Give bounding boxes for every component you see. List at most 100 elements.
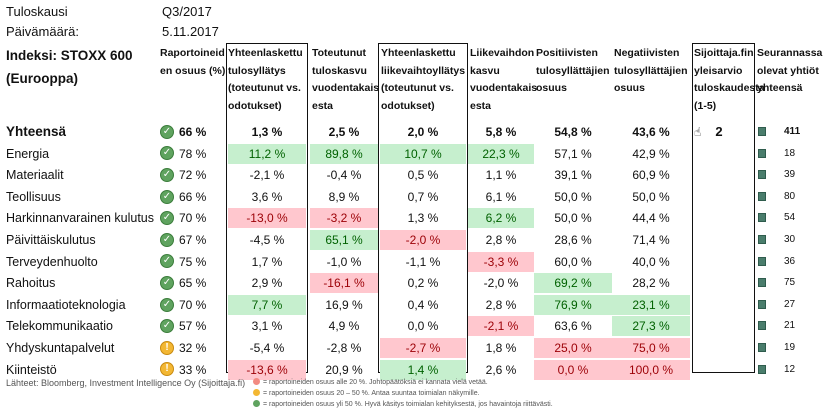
- rev-growth-cell: 2,6 %: [485, 362, 517, 377]
- eps-growth-cell: -0,4 %: [326, 168, 362, 183]
- eps-surprise-cell: 2,9 %: [251, 276, 283, 291]
- warning-icon: !: [160, 340, 174, 355]
- eps-surprise-cell: -2,1 %: [249, 168, 285, 183]
- followed-count: 54: [784, 212, 796, 224]
- period-value: Q3/2017: [162, 4, 212, 19]
- sector-label: Informaatioteknologia: [6, 297, 126, 312]
- table-row: Rahoitus ✓ 65 % 2,9 % -16,1 % 0,2 % -2,0 % 69,2…: [0, 273, 827, 294]
- reported-share: 33 %: [179, 362, 207, 377]
- eps-growth-cell: 20,9 %: [325, 362, 363, 377]
- positive-cell: 57,1 %: [554, 146, 592, 161]
- rev-growth-cell: 5,8 %: [485, 125, 517, 139]
- reported-share: 57 %: [179, 319, 207, 334]
- rev-surprise-cell: 0,4 %: [407, 297, 439, 312]
- period-line: Tuloskausi Q3/2017: [6, 4, 212, 19]
- eps-growth-cell: 2,5 %: [328, 125, 360, 139]
- header-eps-surprise: Yhteenlaskettu tulosyllätys (toteutunut …: [228, 47, 303, 112]
- company-square-icon: [758, 278, 766, 288]
- followed-count: 75: [784, 277, 796, 289]
- overall-rating: ☝ 2: [694, 122, 723, 142]
- status-indicator: ✓: [160, 252, 177, 272]
- total-row: Yhteensä ✓ 66 % 1,3 % 2,5 % 2,0 % 5,8 % 54,8 % 4…: [0, 122, 827, 143]
- positive-cell: 54,8 %: [554, 125, 592, 139]
- header-rev-surprise: Yhteenlaskettu liikevaihtoyllätys (toteu…: [381, 47, 466, 112]
- sector-label: Materiaalit: [6, 168, 64, 183]
- followed-count: 39: [784, 169, 796, 181]
- company-square-icon: [758, 321, 766, 331]
- reported-share: 70 %: [179, 211, 207, 226]
- source-note: Lähteet: Bloomberg, Investment Intellige…: [6, 378, 246, 388]
- status-indicator: !: [160, 360, 177, 380]
- positive-cell: 50,0 %: [554, 189, 592, 204]
- positive-cell: 63,6 %: [554, 319, 592, 334]
- negative-cell: 28,2 %: [632, 276, 670, 291]
- eps-growth-cell: 4,9 %: [328, 319, 360, 334]
- date-line: Päivämäärä: 5.11.2017: [6, 24, 219, 39]
- check-icon: ✓: [160, 319, 174, 334]
- positive-cell: 60,0 %: [554, 254, 592, 269]
- green-dot-icon: [253, 400, 260, 407]
- check-icon: ✓: [160, 146, 174, 161]
- eps-growth-cell: 65,1 %: [310, 230, 378, 250]
- rev-surprise-cell: -2,0 %: [380, 230, 466, 250]
- check-icon: ✓: [160, 276, 174, 291]
- company-square-icon: [758, 170, 766, 180]
- followed-count: 12: [784, 363, 796, 375]
- eps-surprise-cell: -13,0 %: [228, 208, 306, 229]
- sector-label: Rahoitus: [6, 276, 56, 291]
- sector-label: Päivittäiskulutus: [6, 233, 96, 247]
- negative-cell: 27,3 %: [612, 316, 690, 337]
- rev-surprise-cell: 2,0 %: [407, 125, 439, 139]
- status-indicator: ✓: [160, 230, 177, 250]
- rev-growth-cell: -3,3 %: [468, 251, 534, 272]
- header-negative: Negatiivisten tulosyllättäjien osuus: [614, 47, 688, 94]
- table-row: Päivittäiskulutus ✓ 67 % -4,5 % 65,1 % -2,0 %…: [0, 230, 827, 251]
- header-eps-growth: Toteutunut tuloskasvu vuodentakais esta: [312, 47, 380, 112]
- reported-share: 66 %: [179, 125, 207, 139]
- company-square-icon: [758, 364, 766, 374]
- followed-count: 411: [784, 126, 801, 137]
- legend-ok-red: = raportoineiden osuus alle 20 %. Johtop…: [253, 378, 488, 388]
- status-indicator: ✓: [160, 144, 177, 164]
- negative-cell: 50,0 %: [632, 189, 670, 204]
- company-square-icon: [758, 127, 766, 136]
- date-label: Päivämäärä:: [6, 24, 79, 39]
- check-icon: ✓: [160, 254, 174, 269]
- sector-label: Energia: [6, 146, 50, 161]
- table-row: Yhdyskuntapalvelut! 32 % -5,4 % -2,8 % -2,7 …: [0, 338, 827, 359]
- header-rating: Sijoittaja.fin yleisarvio tuloskaudesta …: [694, 47, 765, 112]
- check-icon: ✓: [160, 297, 174, 312]
- table-row: Informaatioteknologia ✓ 70 % 7,7 % 16,9 % 0,4…: [0, 294, 827, 316]
- check-icon: ✓: [160, 211, 174, 226]
- rev-surprise-cell: 0,5 %: [407, 168, 439, 183]
- sector-label: Teollisuus: [6, 189, 61, 204]
- negative-cell: 43,6 %: [632, 125, 670, 139]
- reported-share: 32 %: [179, 341, 207, 355]
- reported-share: 78 %: [179, 146, 207, 161]
- period-label: Tuloskausi: [6, 4, 68, 19]
- negative-cell: 60,9 %: [632, 168, 670, 183]
- company-square-icon: [758, 213, 766, 223]
- rev-surprise-cell: 1,3 %: [407, 211, 439, 226]
- positive-cell: 28,6 %: [554, 233, 592, 247]
- rev-surprise-cell: -2,7 %: [380, 338, 466, 358]
- rating-value: 2: [715, 124, 723, 139]
- sector-label: Yhdyskuntapalvelut: [6, 341, 115, 355]
- hand-pointer-icon: ☝: [694, 125, 702, 139]
- sector-label: Terveydenhuolto: [6, 254, 98, 269]
- orange-dot-icon: [253, 389, 260, 396]
- eps-growth-cell: -2,8 %: [326, 341, 362, 355]
- table-row: Kiinteistö! 33 % -13,6 % 20,9 % 1,4 % 2,6 % 0,…: [0, 359, 827, 381]
- eps-surprise-cell: 1,7 %: [251, 254, 283, 269]
- company-square-icon: [758, 256, 766, 266]
- status-indicator: !: [160, 338, 177, 358]
- negative-cell: 100,0 %: [612, 359, 690, 380]
- status-indicator: ✓: [160, 165, 177, 185]
- reported-share: 67 %: [179, 233, 207, 247]
- eps-growth-cell: 16,9 %: [325, 297, 363, 312]
- sector-label: Yhteensä: [6, 124, 67, 139]
- check-icon: ✓: [160, 189, 174, 204]
- rev-growth-cell: 1,1 %: [485, 168, 517, 183]
- status-indicator: ✓: [160, 295, 177, 315]
- rev-growth-cell: 6,2 %: [468, 208, 534, 229]
